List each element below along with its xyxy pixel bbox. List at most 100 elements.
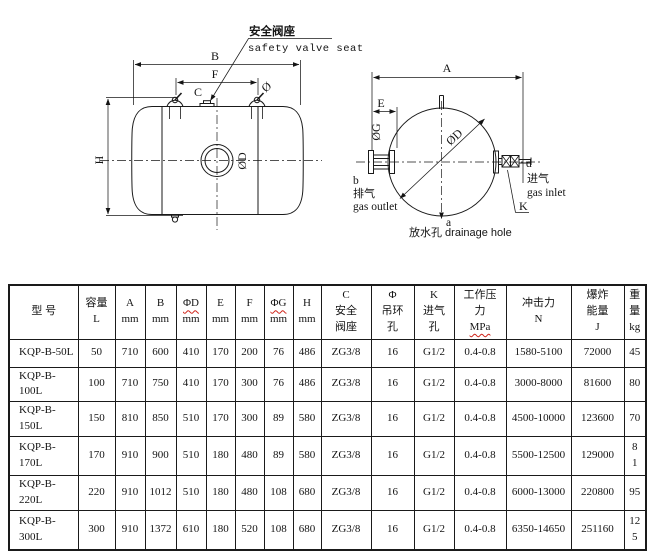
cell: 300 [77,510,116,551]
table-row: KQP-B-100L 100 710 750 410 170 300 76 486 ZG… [8,366,647,403]
col-header-phi-d: ΦD mm [175,284,207,340]
cell: 5500-12500 [505,436,572,477]
cell: 16 [370,401,415,438]
cell: ZG3/8 [320,401,372,438]
col-header-phi-g: ΦG mm [263,284,294,340]
cell: 710 [114,338,146,368]
header-text: K [430,289,438,302]
table-row: KQP-B-170L 170 910 900 510 180 480 89 580 ZG… [8,436,647,477]
cell: 410 [175,366,207,403]
cell: 89 [263,401,294,438]
model-cell: KQP-B-170L [8,436,79,477]
dim-label-e: E [377,96,384,110]
cell: 3000-8000 [505,366,572,403]
header-text: kg [629,321,641,334]
header-text: 孔 [387,321,398,334]
cell: 100 [77,366,116,403]
cell: 580 [292,436,322,477]
top-nozzle-stub [439,95,444,109]
cell: 680 [292,510,322,551]
cell: 600 [144,338,177,368]
header-text: J [595,321,600,334]
cell: 70 [623,401,647,438]
cell: 72000 [570,338,625,368]
inlet-point-label: d [526,158,532,170]
cell: 480 [234,475,265,512]
cell: 123600 [570,401,625,438]
h-extension-lines [106,97,183,216]
inlet-label-zh: 进气 [527,171,549,185]
col-header-explosion-energy: 爆炸能量 J [570,284,625,340]
cell: 6000-13000 [505,475,572,512]
header-text: mm [240,313,259,326]
safety-valve-seat-label-en: safety valve seat [248,43,364,55]
header-text: 安全 [335,305,357,318]
col-header-impact-force: 冲击力 N [505,284,572,340]
cell: 410 [175,338,207,368]
cell: 750 [144,366,177,403]
cell: 300 [234,366,265,403]
cell: 1012 [144,475,177,512]
cell: 76 [263,338,294,368]
cell: 170 [77,436,116,477]
cell: 16 [370,475,415,512]
dim-label-f: F [212,67,219,81]
cell: G1/2 [413,475,455,512]
diameter-dimension-line [399,118,485,199]
model-cell: KQP-B-150L [8,401,79,438]
cell: 170 [205,401,236,438]
header-text-spellcheck: MPa [469,321,491,334]
table-row: KQP-B-50L 50 710 600 410 170 200 76 486 ZG3/… [8,338,647,368]
table-row: KQP-B-220L 220 910 1012 510 180 480 108 680 … [8,475,647,512]
cell: 710 [114,366,146,403]
gas-outlet-flange [368,150,395,174]
dim-label-k: K [519,199,528,213]
outlet-label-zh: 排气 [353,186,375,200]
model-cell: KQP-B-50L [8,338,79,368]
cell: 480 [234,436,265,477]
header-text: mm [121,313,139,326]
header-text: E [217,297,224,310]
model-cell: KQP-B-100L [8,366,79,403]
spec-sheet-page: { "diagram_left": { "callout_zh": "安全阀座"… [8,24,647,551]
col-header-model: 型 号 [8,284,79,340]
cell: 180 [205,436,236,477]
table-row: KQP-B-150L 150 810 850 510 170 300 89 580 ZG… [8,401,647,438]
cell: 486 [292,338,322,368]
cell: 510 [175,436,207,477]
technical-drawings: 安全阀座 safety valve seat B F C H Ø ØD [92,24,566,239]
cell: 16 [370,366,415,403]
cell: 108 [263,475,294,512]
header-text: H [303,297,311,310]
cell: 580 [292,401,322,438]
cell: 180 [205,510,236,551]
dim-label-phi-d-side: ØD [235,152,249,170]
dim-label-phi-d-end: ØD [443,126,465,148]
header-text: mm [298,313,316,326]
cell: 910 [114,510,146,551]
header-text: F [246,297,253,310]
cell: 16 [370,436,415,477]
cell: 80 [623,366,647,403]
header-text: C [342,289,350,302]
cell: 1372 [144,510,177,551]
header-text: 重 [629,289,641,302]
header-text: 爆炸 [586,289,609,302]
cell: G1/2 [413,366,455,403]
cell: G1/2 [413,436,455,477]
header-text: mm [211,313,230,326]
cell: 486 [292,366,322,403]
header-text: mm [269,313,288,326]
gas-inlet-valve [493,150,532,174]
safety-valve-seat-label-zh: 安全阀座 [249,24,295,38]
dim-label-phi: Ø [259,79,275,96]
cell: 910 [114,436,146,477]
cell: 0.4-0.8 [453,436,507,477]
dim-label-h: H [92,155,106,164]
header-text: 能量 [586,305,609,318]
cell: 610 [175,510,207,551]
